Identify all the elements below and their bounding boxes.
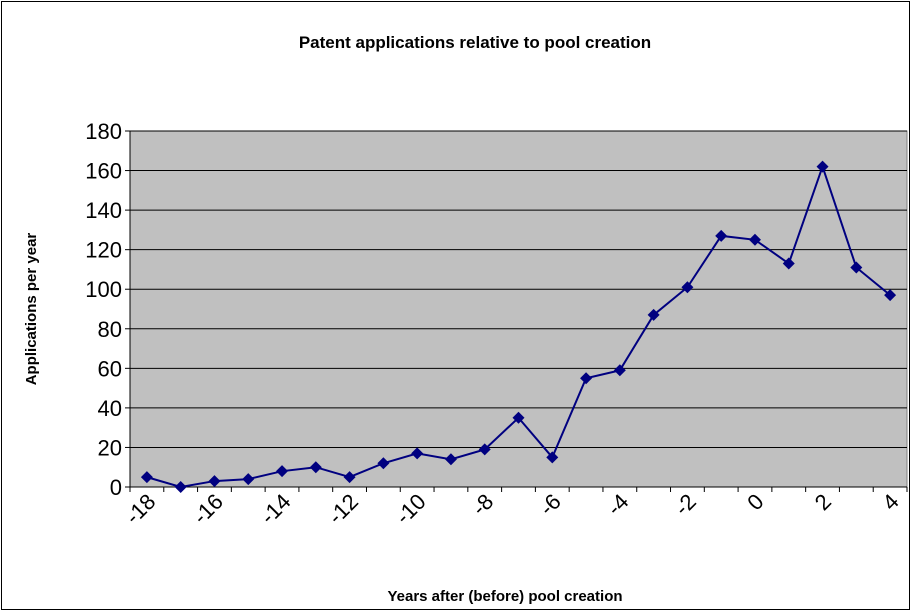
data-point (850, 261, 863, 274)
data-point (580, 372, 593, 385)
data-point (512, 411, 525, 424)
data-point (748, 233, 761, 246)
data-point (816, 160, 829, 173)
data-point (681, 281, 694, 294)
y-tick-label: 120 (85, 238, 122, 263)
y-tick-label: 180 (85, 119, 122, 144)
plot-area (129, 130, 908, 488)
data-point (444, 453, 457, 466)
data-point (309, 461, 322, 474)
chart-title: Patent applications relative to pool cre… (299, 33, 651, 52)
x-axis-title: Years after (before) pool creation (387, 588, 622, 605)
data-point (647, 308, 660, 321)
y-tick-label: 20 (98, 435, 122, 460)
data-point (276, 465, 289, 478)
data-point (715, 229, 728, 242)
data-point (613, 364, 626, 377)
data-point (782, 257, 795, 270)
y-tick-label: 60 (98, 356, 122, 381)
y-tick-label: 0 (110, 475, 122, 500)
data-point (140, 471, 153, 484)
y-tick-label: 140 (85, 198, 122, 223)
data-point (377, 457, 390, 470)
data-point (478, 443, 491, 456)
y-axis-title: Applications per year (23, 233, 40, 386)
data-point (242, 473, 255, 486)
y-tick-label: 100 (85, 277, 122, 302)
data-point (208, 475, 221, 488)
data-point (884, 289, 897, 302)
data-point (343, 471, 356, 484)
data-point (411, 447, 424, 460)
data-point (174, 481, 187, 493)
y-tick-label: 160 (85, 159, 122, 184)
y-tick-label: 40 (98, 396, 122, 421)
data-point (546, 451, 559, 464)
y-tick-label: 80 (98, 317, 122, 342)
